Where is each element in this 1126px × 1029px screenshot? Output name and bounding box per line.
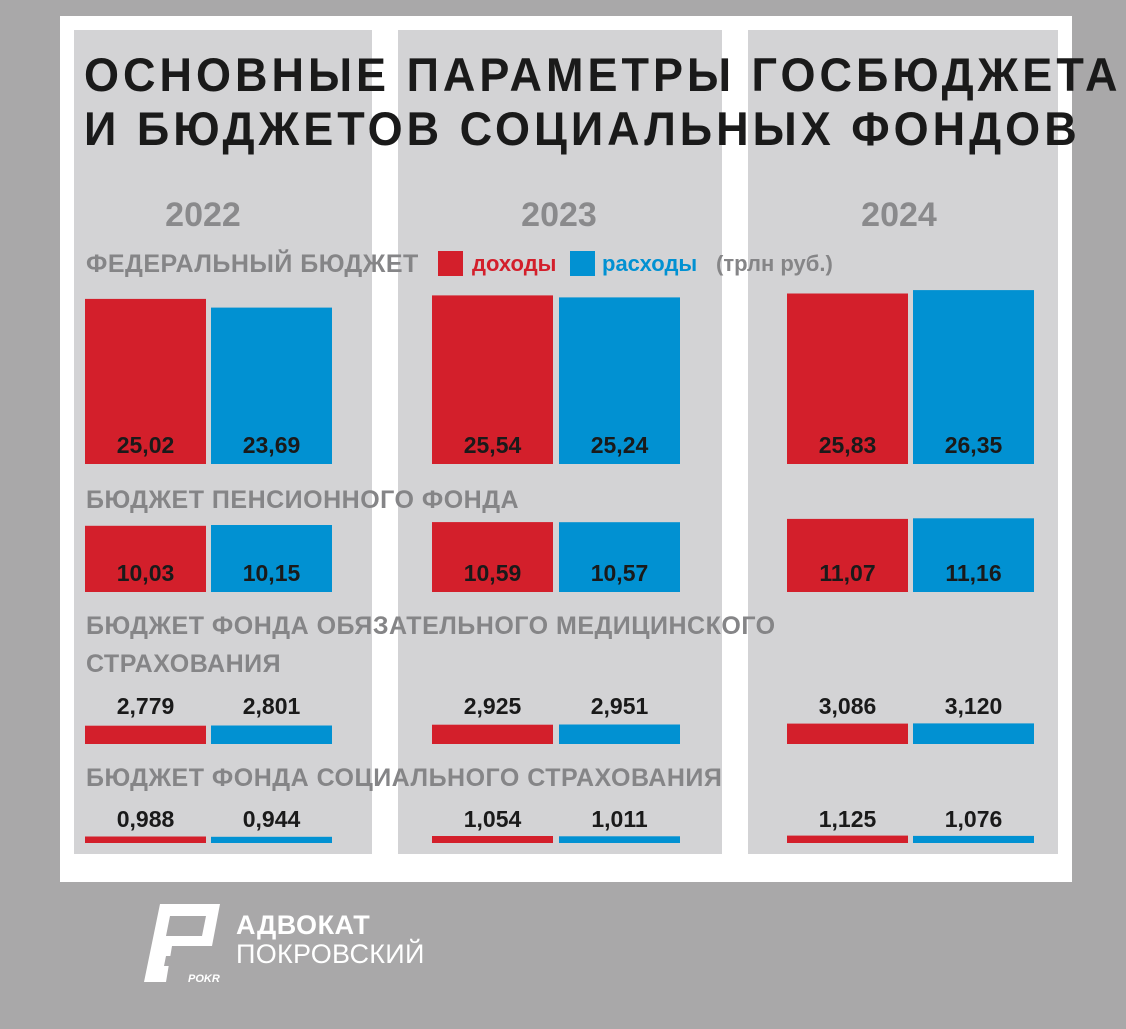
bar-pension-expense-2023 [559,522,680,592]
data-label-pension-income-2022: 10,03 [117,560,175,586]
year-label-2023: 2023 [521,196,597,234]
bar-pension-expense-2022 [211,525,332,592]
data-label-social-income-2022: 0,988 [117,806,175,832]
data-label-pension-expense-2022: 10,15 [243,560,301,586]
brand-logo-text: POKR [188,973,220,984]
data-label-federal-income-2023: 25,54 [464,432,522,458]
bar-pension-expense-2024 [913,518,1034,592]
bar-federal-expense-2022 [211,307,332,464]
data-label-federal-expense-2023: 25,24 [591,432,649,458]
section-label-medical-line2: СТРАХОВАНИЯ [86,650,282,678]
bar-federal-income-2024 [787,293,908,464]
bar-medical-expense-2022 [211,725,332,744]
year-label-2024: 2024 [861,196,937,234]
brand-logo: POKR [144,904,220,984]
section-label-pension: БЮДЖЕТ ПЕНСИОННОГО ФОНДА [86,486,520,514]
bar-medical-expense-2024 [913,723,1034,744]
section-label-social: БЮДЖЕТ ФОНДА СОЦИАЛЬНОГО СТРАХОВАНИЯ [86,764,723,792]
legend-expense-swatch [570,251,595,276]
chart-title-line1: ОСНОВНЫЕ ПАРАМЕТРЫ ГОСБЮДЖЕТА [84,47,1122,102]
bar-social-expense-2024 [913,835,1034,843]
data-label-federal-expense-2024: 26,35 [945,432,1003,458]
data-label-pension-income-2023: 10,59 [464,560,522,586]
legend-income-swatch [438,251,463,276]
legend-expense-label: расходы [602,251,698,276]
brand-name-line2: ПОКРОВСКИЙ [236,939,425,969]
chart-title-line2: И БЮДЖЕТОВ СОЦИАЛЬНЫХ ФОНДОВ [84,101,1081,156]
bar-pension-income-2022 [85,525,206,592]
bar-social-income-2023 [432,836,553,843]
year-label-2022: 2022 [165,196,241,234]
bar-federal-income-2023 [432,295,553,464]
data-label-social-income-2024: 1,125 [819,806,877,832]
bar-social-expense-2023 [559,836,680,843]
bar-pension-income-2023 [432,522,553,592]
bar-social-income-2024 [787,835,908,843]
bar-pension-income-2024 [787,518,908,592]
bar-medical-income-2024 [787,723,908,744]
bar-social-expense-2022 [211,836,332,843]
bar-federal-expense-2023 [559,297,680,464]
data-label-social-expense-2022: 0,944 [243,806,301,832]
bar-medical-income-2022 [85,725,206,744]
data-label-social-income-2023: 1,054 [464,806,522,832]
legend-unit: (трлн руб.) [716,251,833,276]
bar-medical-expense-2023 [559,724,680,744]
section-label-medical-line1: БЮДЖЕТ ФОНДА ОБЯЗАТЕЛЬНОГО МЕДИЦИНСКОГО [86,612,776,640]
bar-medical-income-2023 [432,724,553,744]
bar-social-income-2022 [85,836,206,843]
data-label-medical-income-2023: 2,925 [464,693,522,719]
data-label-social-expense-2024: 1,076 [945,806,1003,832]
data-label-federal-income-2024: 25,83 [819,432,877,458]
data-label-pension-expense-2023: 10,57 [591,560,649,586]
brand-name: АДВОКАТ ПОКРОВСКИЙ [236,910,425,970]
data-label-federal-expense-2022: 23,69 [243,432,301,458]
legend-income: доходы [438,250,558,278]
data-label-medical-expense-2022: 2,801 [243,693,301,719]
bar-federal-expense-2024 [913,290,1034,464]
data-label-pension-income-2024: 11,07 [819,560,875,586]
brand-name-line1: АДВОКАТ [236,910,371,940]
data-label-medical-income-2022: 2,779 [117,693,175,719]
legend-income-label: доходы [472,251,557,276]
data-label-pension-expense-2024: 11,16 [945,560,1001,586]
data-label-social-expense-2023: 1,011 [591,806,647,832]
data-label-medical-expense-2024: 3,120 [945,693,1003,719]
data-label-medical-expense-2023: 2,951 [591,693,649,719]
legend-expense: расходы [570,250,710,278]
bar-federal-income-2022 [85,298,206,464]
data-label-medical-income-2024: 3,086 [819,693,877,719]
data-label-federal-income-2022: 25,02 [117,432,175,458]
section-label-federal: ФЕДЕРАЛЬНЫЙ БЮДЖЕТ [86,250,419,278]
